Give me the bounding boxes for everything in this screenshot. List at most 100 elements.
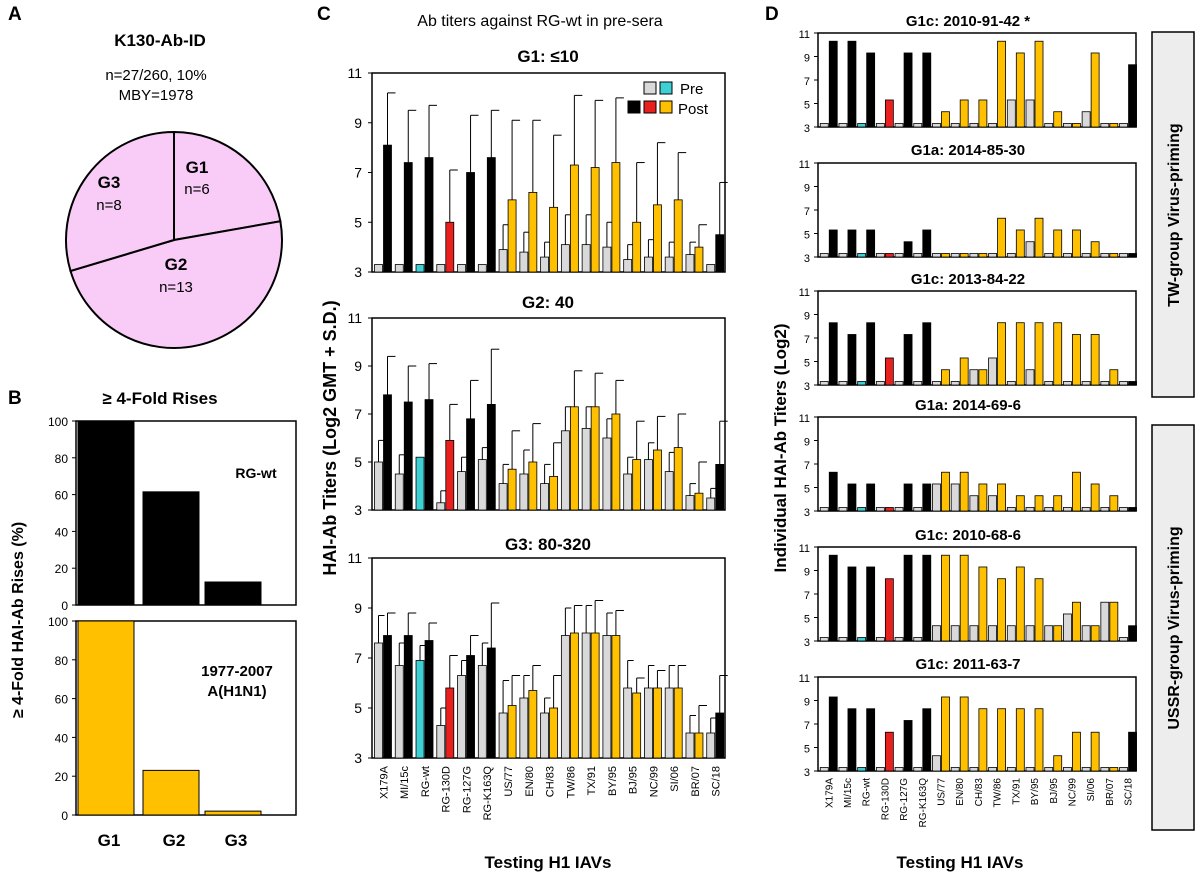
pre-bar-c-g3-8 (540, 712, 550, 759)
group-title-1: G2: 40 (522, 293, 574, 312)
post-bar-d-s3-12 (1053, 322, 1063, 386)
post-bar-d-s5-11 (1034, 578, 1044, 642)
x-label-c-2: RG-wt (420, 766, 432, 797)
post-bar-d-s1-15 (1109, 123, 1119, 128)
pre-bar-c-g2-3 (436, 502, 446, 511)
post-bar-c-g2-4 (466, 418, 475, 511)
post-bar-d-s3-10 (1015, 322, 1025, 386)
panel-b-title: ≥ 4-Fold Rises (102, 389, 217, 408)
pre-bar-c-g2-4 (457, 471, 466, 511)
pre-bar-d-s3-1 (838, 381, 848, 386)
post-bar-d-s5-4 (903, 554, 913, 642)
post-bar-c-g1-6 (507, 199, 517, 273)
y-tick-label-rg-wt: 40 (55, 525, 69, 539)
x-label-d-4: RG-127G (899, 778, 910, 821)
pre-bar-d-s4-10 (1006, 507, 1016, 512)
pie-slice-g2 (69, 220, 283, 349)
pre-bar-c-g2-8 (540, 483, 550, 511)
pre-bar-d-s2-14 (1081, 253, 1091, 258)
x-label-c-5: RG-K163Q (482, 766, 494, 821)
post-bar-d-s4-7 (959, 471, 969, 512)
x-label-d-2: RG-wt (862, 778, 873, 807)
group-title-0: G1: ≤10 (517, 47, 578, 66)
x-label-d-7: EN/80 (955, 778, 966, 806)
y-tick-label-h1n1: 80 (55, 654, 69, 668)
post-bar-d-s1-8 (978, 99, 988, 128)
panel-d-ylabel: Individual HAI-Ab Titers (Log2) (771, 323, 790, 572)
post-bar-d-s6-2 (866, 708, 876, 772)
post-bar-c-g3-1 (403, 635, 413, 759)
post-bar-d-s6-5 (922, 708, 932, 772)
pre-bar-d-s1-6 (932, 123, 941, 128)
pre-bar-d-s3-9 (988, 357, 997, 386)
y-tick-label-c-g2: 7 (354, 406, 362, 422)
pre-bar-d-s4-1 (838, 507, 848, 512)
legend-swatch-pre-grey (643, 81, 657, 95)
x-label-c-14: SI/06 (669, 766, 681, 792)
pre-bar-c-g1-8 (540, 256, 550, 273)
post-bar-d-s6-12 (1053, 755, 1063, 772)
pre-bar-d-s6-0 (819, 767, 829, 772)
post-bar-c-g1-2 (424, 157, 434, 273)
pre-bar-d-s3-11 (1025, 369, 1035, 386)
pre-bar-d-s4-2 (857, 507, 867, 512)
y-tick-label-c-g3: 9 (354, 600, 362, 616)
pre-bar-c-g3-1 (394, 665, 404, 759)
pre-bar-c-g3-4 (457, 675, 466, 759)
series-label-h1n1-1: 1977-2007 (201, 663, 273, 680)
pre-bar-d-s2-3 (875, 253, 885, 258)
post-bar-d-s2-14 (1090, 241, 1100, 258)
pie-label-g1: G1 (186, 158, 209, 177)
pre-bar-d-s1-0 (819, 123, 829, 128)
y-tick-label-h1n1: 20 (55, 770, 69, 784)
post-bar-c-g1-13 (653, 204, 662, 273)
pre-bar-d-s5-5 (913, 637, 923, 642)
x-label-c-7: EN/80 (524, 766, 536, 797)
y-tick-label-rg-wt: 80 (55, 452, 69, 466)
post-bar-d-s1-4 (903, 52, 913, 128)
x-label-d-6: US/77 (937, 778, 948, 806)
pre-bar-d-s3-8 (969, 369, 979, 386)
post-bar-d-s2-11 (1034, 217, 1044, 258)
post-bar-d-s2-1 (847, 229, 857, 258)
post-bar-c-g1-5 (486, 157, 496, 273)
post-bar-c-g3-9 (569, 632, 579, 759)
pre-bar-d-s6-6 (932, 755, 941, 772)
y-tick-label-h1n1: 40 (55, 731, 69, 745)
post-bar-d-s6-14 (1090, 731, 1100, 772)
pre-bar-d-s5-2 (857, 637, 867, 642)
pre-bar-c-g2-7 (519, 473, 529, 511)
post-bar-c-g2-11 (611, 413, 621, 511)
post-bar-c-g3-3 (445, 687, 455, 759)
pie-subtitle-1: n=27/260, 10% (105, 67, 206, 84)
pre-bar-c-g2-15 (685, 495, 695, 511)
pre-bar-d-s5-14 (1081, 625, 1091, 642)
legend-swatch-pre-cyan (659, 81, 673, 95)
y-tick-label-d-s6: 7 (804, 720, 810, 732)
post-bar-d-s2-6 (941, 253, 950, 258)
post-bar-d-s1-14 (1090, 52, 1100, 128)
y-tick-label-d-s6: 3 (804, 767, 810, 779)
pie-label-g2: G2 (165, 255, 188, 274)
pre-bar-d-s6-8 (969, 767, 979, 772)
x-label-d-16: SC/18 (1124, 778, 1135, 806)
pie-count-g3: n=8 (96, 197, 121, 214)
x-label-c-11: BY/95 (607, 766, 619, 796)
pre-bar-c-g3-2 (415, 660, 425, 759)
post-bar-d-s2-4 (903, 241, 913, 258)
y-tick-label-d-s6: 5 (804, 744, 810, 756)
pre-bar-d-s1-2 (857, 123, 867, 128)
post-bar-c-g3-11 (611, 635, 621, 759)
legend-swatch-post-gold (659, 100, 673, 114)
subject-title-3: G1a: 2014-69-6 (915, 397, 1021, 414)
pre-bar-d-s3-5 (913, 381, 923, 386)
post-bar-c-g3-2 (424, 640, 434, 759)
post-bar-c-g3-15 (694, 732, 704, 759)
x-label-d-3: RG-130D (880, 778, 891, 820)
pre-bar-c-g1-7 (519, 251, 529, 273)
post-bar-d-s5-16 (1128, 625, 1137, 642)
pre-bar-d-s2-13 (1063, 253, 1072, 258)
y-tick-label-d-s1: 9 (804, 53, 810, 65)
pre-bar-c-g3-9 (560, 635, 570, 759)
legend-swatch-post-black (627, 100, 641, 114)
